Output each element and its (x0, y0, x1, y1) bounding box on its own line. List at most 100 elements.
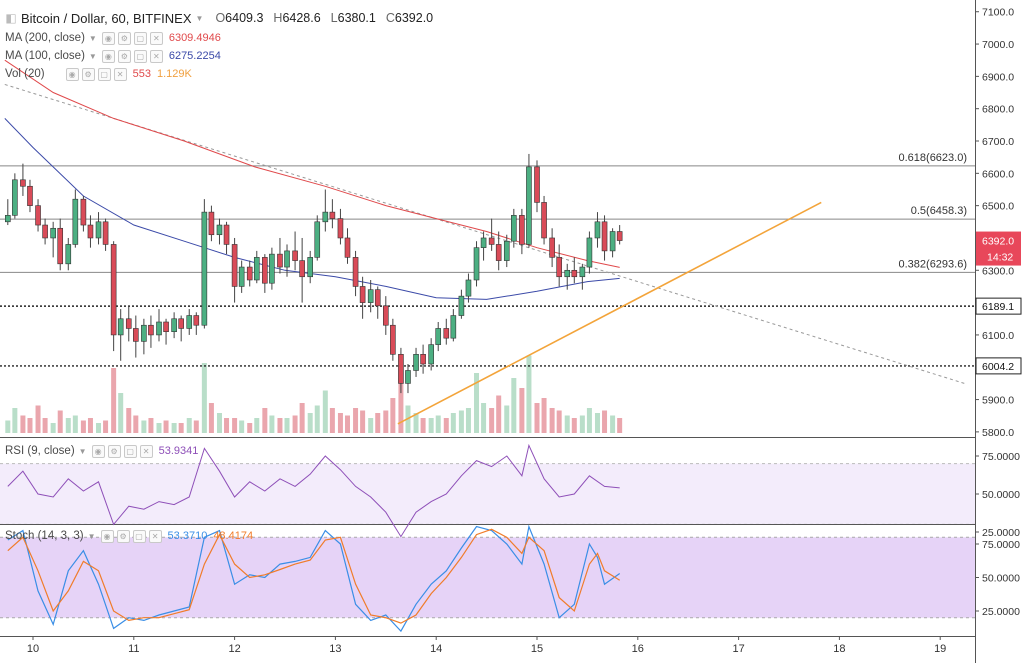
open-label: O (215, 11, 226, 25)
volume-bar (549, 408, 555, 433)
candle-body (443, 328, 450, 339)
volume-bar (163, 420, 169, 433)
price-tick-label: 6800.0 (982, 104, 1014, 116)
stoch-label[interactable]: Stoch (14, 3, 3) (5, 530, 84, 542)
candle-body (390, 324, 396, 355)
eye-icon[interactable]: ◉ (101, 49, 115, 63)
ma200-label[interactable]: MA (200, close) (5, 32, 85, 44)
last-price-label: 6392.0 (982, 236, 1014, 248)
volume-bar (450, 413, 456, 433)
candle-body (201, 211, 208, 326)
settings-icon[interactable]: ⚙ (81, 67, 95, 81)
volume-bar (360, 410, 366, 433)
volume-bar (201, 363, 207, 433)
candle-body (413, 354, 419, 371)
chevron-down-icon[interactable]: ▼ (78, 446, 87, 456)
volume-bar (329, 408, 335, 433)
volume-bar (232, 418, 238, 433)
eye-icon[interactable]: ◉ (100, 529, 114, 543)
volume-bar (383, 410, 389, 433)
candle-body (564, 269, 571, 278)
settings-icon[interactable]: ⚙ (107, 444, 121, 458)
volume-bar (602, 410, 608, 433)
format-icon[interactable]: ▢ (123, 444, 137, 458)
ma200-legend: MA (200, close) ▼ ◉ ⚙ ▢ ✕ 6309.4946 (5, 29, 221, 47)
close-value: 6392.0 (394, 11, 434, 25)
candle-body (579, 266, 586, 278)
candle-body (428, 344, 434, 365)
volume-bar (353, 408, 359, 433)
time-tick-label: 19 (934, 643, 946, 655)
stoch-d-line (7, 528, 621, 624)
candle-body (246, 266, 253, 281)
volume-label[interactable]: Vol (20) (5, 68, 45, 80)
format-icon[interactable]: ▢ (133, 49, 147, 63)
candle-body (367, 289, 374, 303)
candle-body (148, 324, 154, 336)
chevron-down-icon[interactable]: ▼ (195, 13, 204, 23)
price-tick-label: 7100.0 (982, 7, 1014, 19)
candle-body (420, 354, 426, 365)
candle-body (534, 166, 540, 203)
close-icon[interactable]: ✕ (139, 444, 153, 458)
time-tick-label: 11 (128, 643, 139, 655)
chevron-down-icon[interactable]: ▼ (87, 531, 96, 541)
format-icon[interactable]: ▢ (133, 31, 147, 45)
volume-bar (148, 418, 154, 433)
time-tick-label: 10 (27, 643, 39, 655)
eye-icon[interactable]: ◉ (101, 31, 115, 45)
close-icon[interactable]: ✕ (113, 67, 127, 81)
volume-bar (428, 418, 434, 433)
volume-bar (216, 413, 222, 433)
close-icon[interactable]: ✕ (148, 529, 162, 543)
candle-body (465, 279, 472, 297)
candle-body (616, 231, 623, 241)
candle-body (178, 318, 184, 329)
rsi-label[interactable]: RSI (9, close) (5, 445, 75, 457)
volume-bar (489, 408, 495, 433)
close-icon[interactable]: ✕ (149, 31, 163, 45)
volume-bar (239, 420, 245, 433)
chevron-down-icon[interactable]: ▼ (88, 33, 97, 43)
rsi-tick-label: 25.0000 (982, 527, 1020, 539)
collapse-icon[interactable]: ◧ (5, 11, 17, 25)
candle-body (20, 179, 26, 187)
candle-body (50, 227, 56, 239)
candle-body (110, 244, 117, 336)
candle-body (337, 218, 344, 239)
candle-body (374, 289, 381, 307)
chevron-down-icon[interactable]: ▼ (88, 51, 97, 61)
volume-bar (186, 418, 192, 433)
format-icon[interactable]: ▢ (97, 67, 111, 81)
volume-bar (443, 418, 449, 433)
fib-level-label: 0.5(6458.3) (911, 205, 967, 217)
volume-bar (474, 373, 480, 433)
price-tick-label: 6100.0 (982, 330, 1014, 342)
candle-body (292, 250, 298, 261)
volume-bar (103, 420, 109, 433)
volume-bar (617, 418, 623, 433)
close-icon[interactable]: ✕ (149, 49, 163, 63)
level-tag (975, 297, 1022, 315)
ma100-label[interactable]: MA (100, close) (5, 50, 85, 62)
eye-icon[interactable]: ◉ (91, 444, 105, 458)
settings-icon[interactable]: ⚙ (117, 31, 131, 45)
settings-icon[interactable]: ⚙ (116, 529, 130, 543)
format-icon[interactable]: ▢ (132, 529, 146, 543)
volume-bar (413, 413, 419, 433)
stoch-legend: Stoch (14, 3, 3) ▼ ◉ ⚙ ▢ ✕ 53.3710 48.4174 (5, 527, 253, 545)
rsi-legend: RSI (9, close) ▼ ◉ ⚙ ▢ ✕ 53.9341 (5, 442, 198, 460)
volume-bar (526, 355, 532, 433)
volume-bar (307, 413, 313, 433)
symbol-title[interactable]: Bitcoin / Dollar, 60, BITFINEX (21, 10, 192, 26)
volume-bar (571, 418, 577, 433)
eye-icon[interactable]: ◉ (65, 67, 79, 81)
candle-body (57, 227, 64, 265)
candle-body (495, 244, 502, 261)
settings-icon[interactable]: ⚙ (117, 49, 131, 63)
volume-legend: Vol (20) ◉ ⚙ ▢ ✕ 553 1.129K (5, 65, 192, 83)
candle-body (450, 315, 457, 339)
candle-body (72, 198, 79, 245)
volume-bar (5, 420, 11, 433)
